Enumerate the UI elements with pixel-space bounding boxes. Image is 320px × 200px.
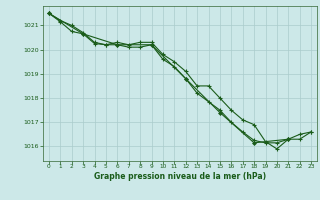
X-axis label: Graphe pression niveau de la mer (hPa): Graphe pression niveau de la mer (hPa) xyxy=(94,172,266,181)
